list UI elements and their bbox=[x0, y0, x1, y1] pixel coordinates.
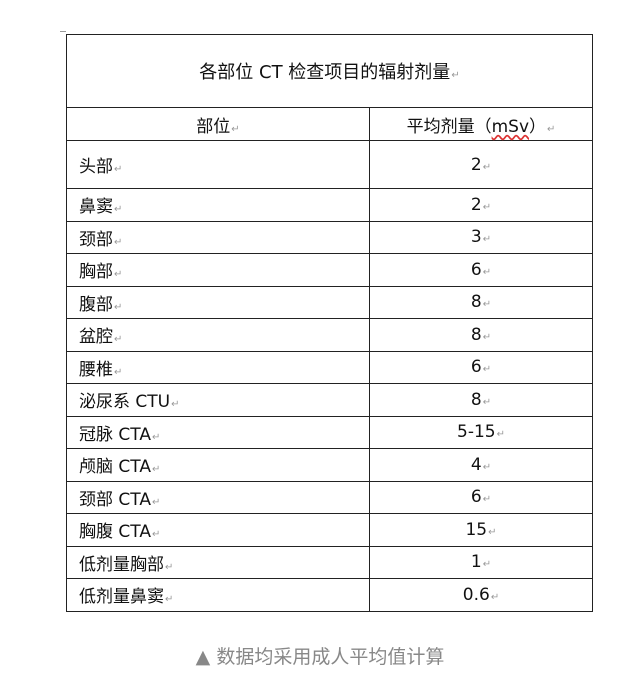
dose-text: 1 bbox=[471, 552, 491, 572]
cell-part: 泌尿系 CTU bbox=[66, 383, 370, 417]
cell-dose: 6 bbox=[369, 480, 593, 514]
part-text: 泌尿系 CTU bbox=[79, 392, 180, 412]
cell-part: 胸腹 CTA bbox=[66, 513, 370, 547]
cell-part: 低剂量胸部 bbox=[66, 545, 370, 579]
cell-part: 腹部 bbox=[66, 285, 370, 319]
cell-part: 颈部 CTA bbox=[66, 480, 370, 514]
table-title-text: 各部位 CT 检查项目的辐射剂量 bbox=[199, 62, 459, 83]
cell-dose: 8 bbox=[369, 318, 593, 352]
cell-dose: 15 bbox=[369, 513, 593, 547]
table-row: 腰椎 6 bbox=[66, 350, 593, 384]
dose-text: 6 bbox=[471, 487, 491, 507]
table-row: 胸部 6 bbox=[66, 253, 593, 287]
table-header-row: 部位 平均剂量（mSv） bbox=[66, 107, 593, 141]
dose-text: 8 bbox=[471, 325, 491, 345]
table-row: 泌尿系 CTU 8 bbox=[66, 383, 593, 417]
radiation-dose-table: 各部位 CT 检查项目的辐射剂量 部位 平均剂量（mSv） 头部 2 鼻窦 2 颈部 3 胸… bbox=[66, 34, 593, 612]
part-text: 颅脑 CTA bbox=[79, 457, 160, 477]
part-text: 胸部 bbox=[79, 262, 122, 282]
cell-part: 盆腔 bbox=[66, 318, 370, 352]
part-text: 头部 bbox=[79, 157, 122, 177]
cell-dose: 8 bbox=[369, 383, 593, 417]
cell-dose: 3 bbox=[369, 220, 593, 254]
cell-dose: 8 bbox=[369, 285, 593, 319]
table-row: 鼻窦 2 bbox=[66, 188, 593, 222]
caption: ▲ 数据均采用成人平均值计算 bbox=[195, 646, 445, 668]
table-row: 颅脑 CTA 4 bbox=[66, 448, 593, 482]
cell-part: 胸部 bbox=[66, 253, 370, 287]
cell-dose: 0.6 bbox=[369, 578, 593, 612]
cell-dose: 2 bbox=[369, 188, 593, 222]
part-text: 颈部 bbox=[79, 230, 122, 250]
part-text: 鼻窦 bbox=[79, 197, 122, 217]
header-part: 部位 bbox=[66, 107, 370, 141]
cell-part: 低剂量鼻窦 bbox=[66, 578, 370, 612]
part-text: 腰椎 bbox=[79, 360, 122, 380]
part-text: 颈部 CTA bbox=[79, 490, 160, 510]
table-row: 头部 2 bbox=[66, 140, 593, 189]
dose-text: 2 bbox=[471, 195, 491, 215]
dose-text: 8 bbox=[471, 390, 491, 410]
table-row: 冠脉 CTA 5-15 bbox=[66, 415, 593, 449]
header-dose: 平均剂量（mSv） bbox=[369, 107, 593, 141]
cell-dose: 1 bbox=[369, 545, 593, 579]
table-row: 胸腹 CTA 15 bbox=[66, 513, 593, 547]
table-row: 腹部 8 bbox=[66, 285, 593, 319]
part-text: 冠脉 CTA bbox=[79, 425, 160, 445]
part-text: 腹部 bbox=[79, 295, 122, 315]
cell-dose: 6 bbox=[369, 350, 593, 384]
header-dose-unit: mSv bbox=[491, 116, 530, 137]
table-row: 颈部 3 bbox=[66, 220, 593, 254]
table-title: 各部位 CT 检查项目的辐射剂量 bbox=[66, 34, 593, 108]
table-row: 盆腔 8 bbox=[66, 318, 593, 352]
part-text: 盆腔 bbox=[79, 327, 122, 347]
dose-text: 0.6 bbox=[463, 585, 499, 605]
dose-text: 8 bbox=[471, 292, 491, 312]
header-part-text: 部位 bbox=[196, 117, 239, 137]
dose-text: 15 bbox=[465, 520, 496, 540]
dose-text: 4 bbox=[471, 455, 491, 475]
dose-text: 5-15 bbox=[457, 422, 505, 442]
corner-mark bbox=[60, 31, 66, 32]
cell-dose: 5-15 bbox=[369, 415, 593, 449]
cell-dose: 2 bbox=[369, 140, 593, 189]
part-text: 胸腹 CTA bbox=[79, 522, 160, 542]
cell-dose: 4 bbox=[369, 448, 593, 482]
cell-part: 颅脑 CTA bbox=[66, 448, 370, 482]
part-text: 低剂量胸部 bbox=[79, 555, 173, 575]
cell-part: 头部 bbox=[66, 140, 370, 189]
header-dose-prefix: 平均剂量（ bbox=[406, 116, 492, 137]
cell-part: 冠脉 CTA bbox=[66, 415, 370, 449]
part-text: 低剂量鼻窦 bbox=[79, 587, 173, 607]
cell-part: 腰椎 bbox=[66, 350, 370, 384]
cell-dose: 6 bbox=[369, 253, 593, 287]
header-dose-suffix: ） bbox=[529, 117, 555, 137]
table-row: 颈部 CTA 6 bbox=[66, 480, 593, 514]
dose-text: 3 bbox=[471, 227, 491, 247]
cell-part: 颈部 bbox=[66, 220, 370, 254]
dose-text: 6 bbox=[471, 357, 491, 377]
table-row: 低剂量胸部 1 bbox=[66, 545, 593, 579]
cell-part: 鼻窦 bbox=[66, 188, 370, 222]
dose-text: 2 bbox=[471, 155, 491, 175]
table-row: 低剂量鼻窦 0.6 bbox=[66, 578, 593, 612]
dose-text: 6 bbox=[471, 260, 491, 280]
